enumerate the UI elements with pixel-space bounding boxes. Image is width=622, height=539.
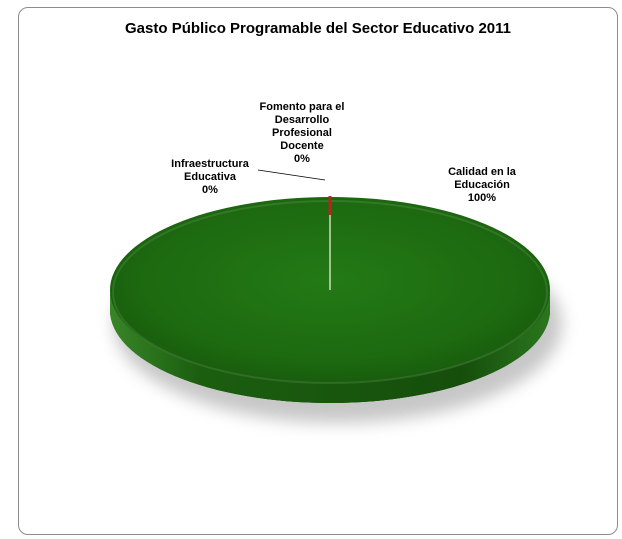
data-label: 100% [468,192,496,204]
pie-slice-exploded [328,196,332,215]
slice-label: Fomento para el [260,101,345,113]
slice-label: Profesional [272,127,332,139]
data-label: 0% [202,184,218,196]
slice-label: Educación [454,179,510,191]
slice-label: Desarrollo [275,114,330,126]
slice-label: Docente [280,140,323,152]
slice-label: Educativa [184,171,237,183]
chart-title: Gasto Público Programable del Sector Edu… [125,20,511,37]
leader-line [257,169,326,181]
slice-label: Infraestructura [171,158,250,170]
data-label: 0% [294,153,310,165]
slice-label: Calidad en la [448,166,517,178]
pie-side-front [110,290,550,403]
